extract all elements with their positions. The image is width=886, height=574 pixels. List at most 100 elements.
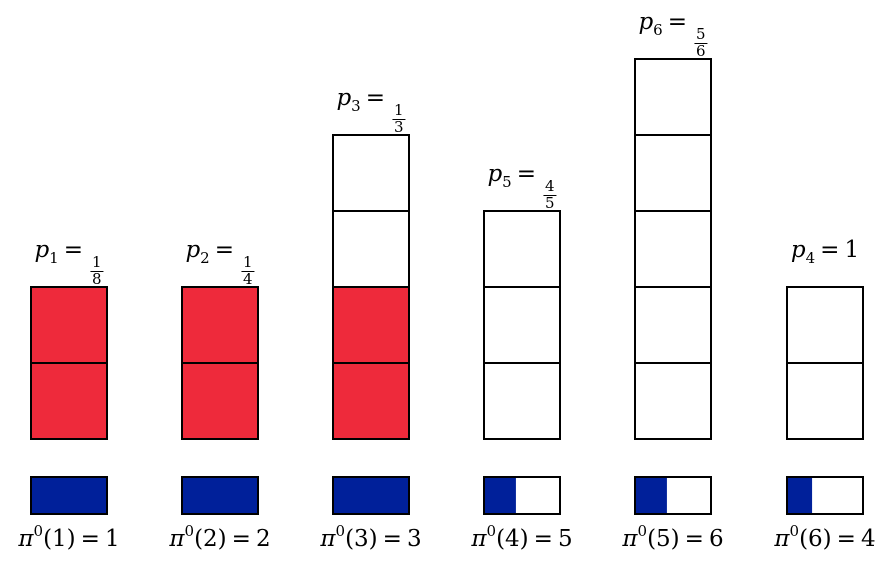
pi-superscript: 0 bbox=[33, 522, 44, 540]
equals-sign: = bbox=[382, 526, 402, 552]
p-subscript: 1 bbox=[49, 249, 59, 267]
empty-cell bbox=[483, 210, 561, 288]
equals-sign: = bbox=[80, 526, 100, 552]
fraction-numerator: 1 bbox=[392, 101, 406, 120]
p-subscript: 2 bbox=[200, 249, 210, 267]
filled-cell bbox=[332, 362, 410, 440]
pi-argument: (5) bbox=[647, 526, 680, 552]
bar-outline bbox=[483, 476, 561, 515]
bar-fill bbox=[484, 477, 516, 514]
equals-sign: = bbox=[516, 161, 537, 187]
pi-argument: (1) bbox=[43, 526, 76, 552]
pi-symbol: π bbox=[774, 526, 790, 552]
p-symbol: p bbox=[487, 161, 503, 187]
pi-value: 1 bbox=[104, 526, 120, 552]
pi-symbol: π bbox=[471, 526, 487, 552]
fraction-numerator: 4 bbox=[543, 177, 557, 196]
permutation-label: π0(4) = 5 bbox=[471, 524, 572, 551]
bar-outline bbox=[786, 476, 864, 515]
empty-cell bbox=[634, 134, 712, 212]
p-subscript: 6 bbox=[653, 21, 663, 39]
pi-superscript: 0 bbox=[184, 522, 195, 540]
pi-superscript: 0 bbox=[637, 522, 648, 540]
filled-cell bbox=[30, 286, 108, 364]
probability-label: p6 = 5 6 bbox=[638, 9, 708, 60]
fraction-numerator: 1 bbox=[241, 253, 255, 272]
equals-sign: = bbox=[684, 526, 704, 552]
fraction-numerator: 1 bbox=[90, 253, 104, 272]
probability-label: p2 = 1 4 bbox=[185, 237, 255, 288]
pi-value: 3 bbox=[406, 526, 422, 552]
equals-sign: = bbox=[820, 237, 840, 263]
filled-cell bbox=[332, 286, 410, 364]
equals-sign: = bbox=[365, 85, 386, 111]
empty-cell bbox=[634, 210, 712, 288]
p-symbol: p bbox=[185, 237, 201, 263]
bar-fill bbox=[787, 477, 813, 514]
p-symbol: p bbox=[34, 237, 50, 263]
fraction-denominator: 4 bbox=[243, 269, 253, 288]
p-symbol: p bbox=[638, 9, 654, 35]
pi-symbol: π bbox=[320, 526, 336, 552]
probability-label: p4 = 1 bbox=[791, 239, 859, 266]
empty-cell bbox=[634, 286, 712, 364]
p-value: 1 bbox=[844, 237, 860, 263]
p-symbol: p bbox=[790, 237, 806, 263]
equals-sign: = bbox=[836, 526, 856, 552]
bar-outline bbox=[634, 476, 712, 515]
pi-symbol: π bbox=[622, 526, 638, 552]
equals-sign: = bbox=[63, 237, 84, 263]
empty-cell bbox=[483, 362, 561, 440]
empty-cell bbox=[786, 286, 864, 364]
permutation-label: π0(2) = 2 bbox=[169, 524, 270, 551]
filled-cell bbox=[181, 286, 259, 364]
pi-symbol: π bbox=[18, 526, 34, 552]
fraction-denominator: 6 bbox=[696, 41, 706, 60]
empty-cell bbox=[634, 362, 712, 440]
bar-fill bbox=[635, 477, 667, 514]
probability-label: p3 = 1 3 bbox=[336, 85, 406, 136]
bar-fill bbox=[333, 477, 409, 514]
p-symbol: p bbox=[336, 85, 352, 111]
probability-label: p1 = 1 8 bbox=[34, 237, 104, 288]
p-subscript: 3 bbox=[351, 97, 361, 115]
pi-symbol: π bbox=[169, 526, 185, 552]
pi-argument: (6) bbox=[799, 526, 832, 552]
empty-cell bbox=[332, 210, 410, 288]
pi-value: 6 bbox=[708, 526, 724, 552]
permutation-label: π0(3) = 3 bbox=[320, 524, 421, 551]
pi-value: 5 bbox=[557, 526, 573, 552]
pi-argument: (3) bbox=[345, 526, 378, 552]
equals-sign: = bbox=[667, 9, 688, 35]
pi-superscript: 0 bbox=[486, 522, 497, 540]
fraction-numerator: 5 bbox=[694, 25, 708, 44]
pi-argument: (4) bbox=[496, 526, 529, 552]
empty-cell bbox=[634, 58, 712, 136]
p-subscript: 5 bbox=[502, 173, 512, 191]
probability-label: p5 = 4 5 bbox=[487, 161, 557, 212]
permutation-label: π0(1) = 1 bbox=[18, 524, 119, 551]
fraction-denominator: 3 bbox=[394, 117, 404, 136]
pi-value: 2 bbox=[255, 526, 271, 552]
empty-cell bbox=[483, 286, 561, 364]
fraction-denominator: 5 bbox=[545, 193, 555, 212]
bar-fill bbox=[182, 477, 258, 514]
bar-outline bbox=[30, 476, 108, 515]
bar-outline bbox=[332, 476, 410, 515]
pi-superscript: 0 bbox=[789, 522, 800, 540]
empty-cell bbox=[786, 362, 864, 440]
pi-argument: (2) bbox=[194, 526, 227, 552]
empty-cell bbox=[332, 134, 410, 212]
pi-value: 4 bbox=[860, 526, 876, 552]
filled-cell bbox=[30, 362, 108, 440]
p-subscript: 4 bbox=[805, 249, 816, 267]
equals-sign: = bbox=[231, 526, 251, 552]
equals-sign: = bbox=[533, 526, 553, 552]
permutation-label: π0(6) = 4 bbox=[774, 524, 875, 551]
